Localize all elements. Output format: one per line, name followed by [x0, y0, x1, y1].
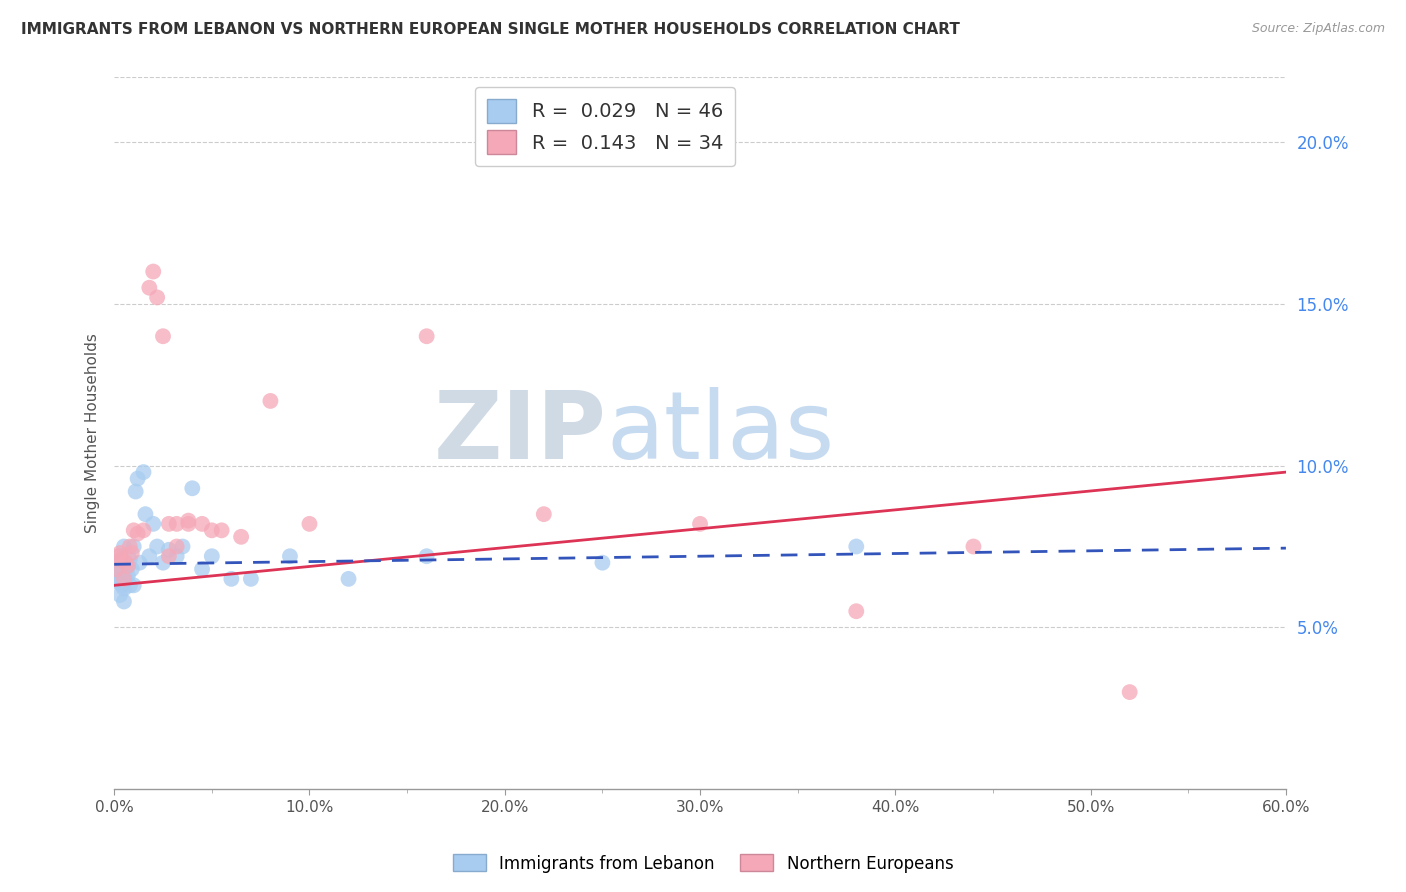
Point: [112, 572, 135, 586]
Point: [105, 572, 128, 586]
Point: [259, 393, 281, 408]
Point: [134, 507, 156, 521]
Point: [122, 524, 145, 538]
Point: [172, 540, 194, 554]
Point: [191, 562, 214, 576]
Legend: Immigrants from Lebanon, Northern Europeans: Immigrants from Lebanon, Northern Europe…: [446, 847, 960, 880]
Point: [117, 568, 139, 582]
Point: [111, 552, 134, 566]
Point: [278, 549, 301, 564]
Point: [118, 578, 141, 592]
Point: [117, 558, 139, 573]
Text: Source: ZipAtlas.com: Source: ZipAtlas.com: [1251, 22, 1385, 36]
Point: [115, 556, 138, 570]
Point: [142, 516, 165, 531]
Point: [845, 540, 868, 554]
Point: [142, 264, 165, 278]
Point: [152, 329, 174, 343]
Point: [132, 524, 155, 538]
Point: [107, 556, 129, 570]
Legend: R =  0.029   N = 46, R =  0.143   N = 34: R = 0.029 N = 46, R = 0.143 N = 34: [475, 87, 735, 166]
Point: [229, 530, 252, 544]
Point: [962, 540, 984, 554]
Text: ZIP: ZIP: [433, 387, 606, 479]
Point: [152, 556, 174, 570]
Point: [177, 514, 200, 528]
Point: [415, 549, 437, 564]
Point: [211, 524, 233, 538]
Point: [138, 549, 160, 564]
Point: [166, 540, 188, 554]
Point: [138, 281, 160, 295]
Point: [111, 578, 134, 592]
Point: [112, 594, 135, 608]
Point: [121, 562, 143, 576]
Point: [845, 604, 868, 618]
Point: [181, 481, 204, 495]
Point: [107, 549, 129, 564]
Point: [157, 516, 180, 531]
Point: [221, 572, 243, 586]
Point: [108, 572, 131, 586]
Point: [337, 572, 360, 586]
Point: [122, 540, 145, 554]
Point: [157, 549, 180, 564]
Point: [121, 546, 143, 560]
Point: [117, 558, 139, 573]
Text: atlas: atlas: [606, 387, 835, 479]
Point: [298, 516, 321, 531]
Point: [124, 484, 146, 499]
Text: IMMIGRANTS FROM LEBANON VS NORTHERN EUROPEAN SINGLE MOTHER HOUSEHOLDS CORRELATIO: IMMIGRANTS FROM LEBANON VS NORTHERN EURO…: [21, 22, 960, 37]
Point: [415, 329, 437, 343]
Point: [146, 290, 169, 304]
Point: [118, 540, 141, 554]
Point: [107, 575, 129, 590]
Point: [177, 516, 200, 531]
Point: [118, 552, 141, 566]
Point: [1118, 685, 1140, 699]
Point: [128, 556, 150, 570]
Point: [108, 562, 131, 576]
Point: [105, 562, 128, 576]
Point: [201, 524, 224, 538]
Point: [115, 556, 138, 570]
Point: [689, 516, 711, 531]
Point: [127, 526, 149, 541]
Point: [591, 556, 613, 570]
Point: [112, 582, 135, 596]
Y-axis label: Single Mother Households: Single Mother Households: [86, 334, 100, 533]
Point: [146, 540, 169, 554]
Point: [112, 540, 135, 554]
Point: [132, 465, 155, 479]
Point: [105, 562, 128, 576]
Point: [108, 546, 131, 560]
Point: [115, 572, 138, 586]
Point: [111, 568, 134, 582]
Point: [166, 549, 188, 564]
Point: [157, 542, 180, 557]
Point: [191, 516, 214, 531]
Point: [122, 578, 145, 592]
Point: [201, 549, 224, 564]
Point: [107, 568, 129, 582]
Point: [108, 588, 131, 602]
Point: [127, 472, 149, 486]
Point: [108, 549, 131, 564]
Point: [166, 516, 188, 531]
Point: [239, 572, 262, 586]
Point: [533, 507, 555, 521]
Point: [111, 556, 134, 570]
